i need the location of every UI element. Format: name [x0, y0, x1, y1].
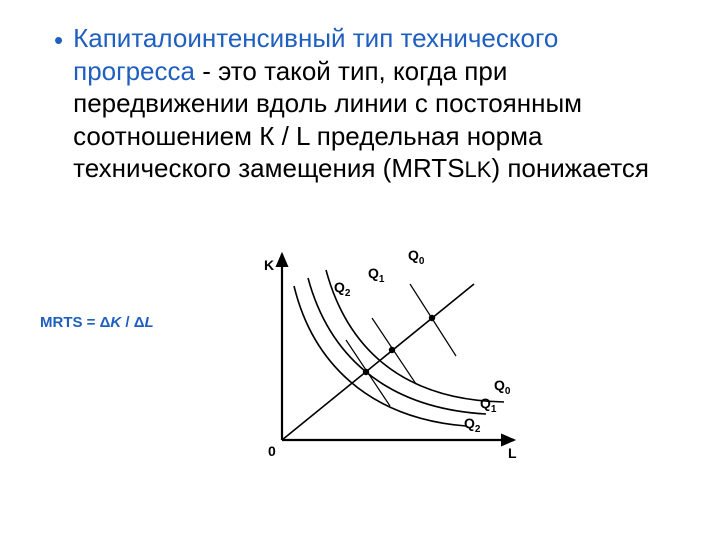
- svg-text:Q1: Q1: [480, 395, 497, 415]
- svg-text:L: L: [508, 445, 517, 461]
- svg-text:0: 0: [268, 443, 276, 459]
- bullet-text: Капиталоинтенсивный тип технического про…: [73, 22, 684, 185]
- svg-text:Q0: Q0: [494, 377, 511, 397]
- mrts-formula: MRTS = ΔK / ΔL: [40, 314, 154, 331]
- formula-l: L: [145, 314, 154, 331]
- formula-k: K: [110, 314, 121, 331]
- formula-prefix: MRTS = Δ: [40, 314, 110, 331]
- bullet-item: • Капиталоинтенсивный тип технического п…: [0, 22, 720, 185]
- mrts-subscript: LK: [465, 157, 492, 182]
- svg-text:Q2: Q2: [464, 415, 481, 435]
- formula-mid: / Δ: [121, 314, 144, 331]
- svg-text:Q0: Q0: [408, 247, 425, 267]
- isoquant-diagram: KL0Q0Q0Q1Q1Q2Q2: [242, 244, 532, 470]
- svg-text:Q1: Q1: [368, 265, 385, 285]
- bullet-rest2: ) понижается: [491, 153, 648, 183]
- slide: • Капиталоинтенсивный тип технического п…: [0, 0, 720, 540]
- svg-text:Q2: Q2: [334, 279, 351, 299]
- svg-text:K: K: [264, 257, 274, 273]
- bullet-marker: •: [54, 24, 63, 57]
